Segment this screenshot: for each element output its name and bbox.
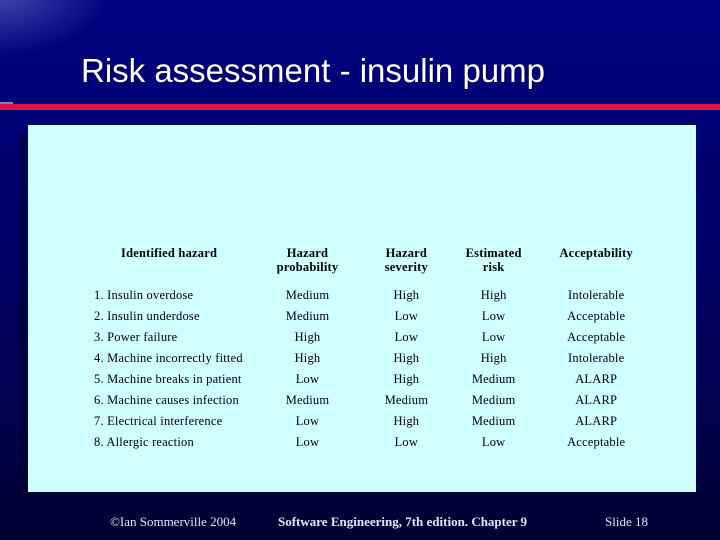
table-cell: Low [394,435,419,449]
table-cell: Low [481,435,506,449]
table-row: 5. Machine breaks in patient Low High Mediu… [88,369,653,390]
table-cell: Low [394,309,419,323]
table-cell: Low [295,414,320,428]
content-panel: Identified hazard Hazard probability Haz… [28,125,696,492]
hazard-table: Identified hazard Hazard probability Haz… [88,246,653,453]
table-row: 7. Electrical interference Low High Medium A… [88,411,653,432]
table-row: 4. Machine incorrectly fitted High High Hig… [88,348,653,369]
table-cell: Medium [285,393,330,407]
table-cell: ALARP [575,414,618,428]
table-cell: Medium [471,372,516,386]
column-header-acceptability: Acceptability [539,246,653,285]
footer-copyright: ©Ian Sommerville 2004 [110,514,237,529]
table-row: 1. Insulin overdose Medium High High Intoler… [88,285,653,306]
table-cell: Acceptable [567,309,626,323]
table-cell: Low [481,330,506,344]
table-cell: 1. Insulin overdose [94,288,194,302]
table-cell: Low [481,309,506,323]
table-cell: 7. Electrical interference [94,414,223,428]
column-header-label: Hazard severity [384,246,428,274]
table-row: 2. Insulin underdose Medium Low Low Acceptab… [88,306,653,327]
table-cell: Medium [285,288,330,302]
table-cell: Intolerable [568,288,625,302]
table-cell: High [480,288,507,302]
table-cell: ALARP [575,372,618,386]
table-cell: 6. Machine causes infection [94,393,239,407]
table-cell: 2. Insulin underdose [94,309,200,323]
title-underline [0,104,720,110]
table-row: 8. Allergic reaction Low Low Low Acceptable [88,432,653,453]
slide-title: Risk assessment - insulin pump [81,52,545,89]
table-cell: High [294,330,321,344]
table-cell: 3. Power failure [94,330,178,344]
column-header-label: Hazard probability [276,246,339,274]
table-cell: Medium [471,393,516,407]
table-cell: Medium [384,393,429,407]
table-cell: Medium [285,309,330,323]
table-cell: High [393,351,420,365]
table-cell: High [393,414,420,428]
footer-center-text: Software Engineering, 7th edition. Chapt… [278,514,528,529]
column-header-label: Acceptability [559,246,633,260]
column-header-estimated-risk: Estimated risk [448,246,540,285]
table-header-row: Identified hazard Hazard probability Haz… [88,246,653,285]
hazard-table-body: 1. Insulin overdose Medium High High Intoler… [88,285,653,453]
table-cell: Acceptable [567,330,626,344]
table-cell: 4. Machine incorrectly fitted [94,351,243,365]
table-cell: 8. Allergic reaction [94,435,194,449]
table-cell: ALARP [575,393,618,407]
column-header-hazard-probability: Hazard probability [250,246,365,285]
table-cell: High [393,372,420,386]
column-header-label: Identified hazard [121,246,218,260]
footer-slide-number: Slide 18 [605,514,648,529]
table-cell: High [393,288,420,302]
table-row: 3. Power failure High Low Low Acceptable [88,327,653,348]
table-cell: High [480,351,507,365]
column-header-label: Estimated risk [465,246,522,274]
table-cell: Intolerable [568,351,625,365]
column-header-hazard-severity: Hazard severity [365,246,448,285]
table-cell: 5. Machine breaks in patient [94,372,242,386]
table-row: 6. Machine causes infection Medium Medium M… [88,390,653,411]
table-cell: Medium [471,414,516,428]
table-cell: Low [295,372,320,386]
table-cell: Low [394,330,419,344]
table-cell: Low [295,435,320,449]
table-cell: High [294,351,321,365]
column-header-identified-hazard: Identified hazard [88,246,250,285]
table-cell: Acceptable [567,435,626,449]
